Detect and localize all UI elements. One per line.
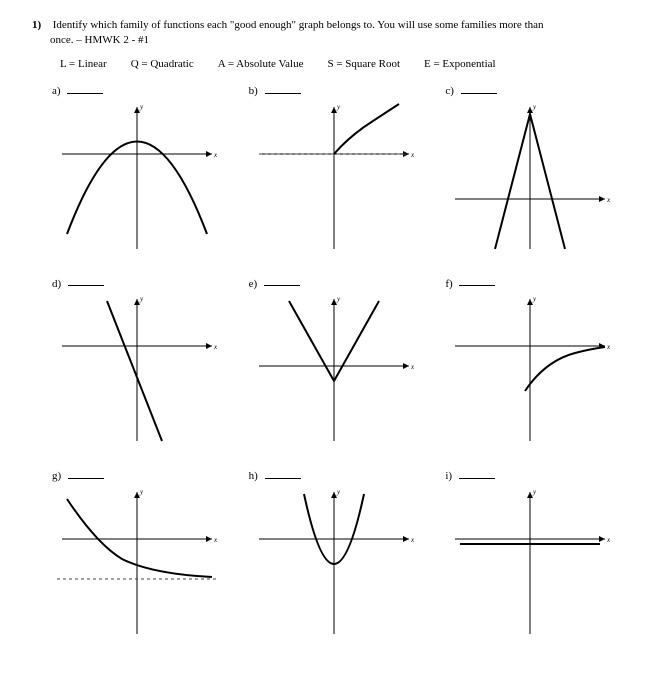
cell-h: h) x y xyxy=(249,469,436,644)
cell-i: i) x y xyxy=(445,469,632,644)
x-label: x xyxy=(606,536,611,544)
part-letter-b: b) xyxy=(249,85,258,97)
x-label: x xyxy=(410,151,415,159)
axes-a: x y xyxy=(62,103,218,249)
x-label: x xyxy=(213,151,218,159)
answer-blank-i[interactable] xyxy=(459,469,495,479)
part-letter-h: h) xyxy=(249,470,258,482)
plot-grid: a) x y b) x xyxy=(52,84,632,645)
legend-linear: L = Linear xyxy=(60,58,107,70)
y-label: y xyxy=(532,103,537,111)
y-label: y xyxy=(336,295,341,303)
part-letter-d: d) xyxy=(52,277,61,289)
part-label-e: e) xyxy=(249,277,436,290)
axes-d: x y xyxy=(62,295,218,441)
plot-e: x y xyxy=(249,291,419,451)
answer-blank-a[interactable] xyxy=(67,84,103,94)
y-label: y xyxy=(139,103,144,111)
answer-blank-f[interactable] xyxy=(459,277,495,287)
plot-i: x y xyxy=(445,484,615,644)
cell-e: e) x y xyxy=(249,277,436,452)
y-label: y xyxy=(532,295,537,303)
curve-f xyxy=(525,347,605,391)
cell-a: a) x y xyxy=(52,84,239,259)
plot-b: x y xyxy=(249,99,419,259)
plot-c: x y xyxy=(445,99,615,259)
answer-blank-d[interactable] xyxy=(68,277,104,287)
cell-c: c) x y xyxy=(445,84,632,259)
plot-h: x y xyxy=(249,484,419,644)
cell-d: d) x y xyxy=(52,277,239,452)
part-letter-a: a) xyxy=(52,85,61,97)
axes-f: x y xyxy=(455,295,611,441)
answer-blank-b[interactable] xyxy=(265,84,301,94)
cell-b: b) x y xyxy=(249,84,436,259)
y-label: y xyxy=(532,488,537,496)
x-label: x xyxy=(410,536,415,544)
plot-f: x y xyxy=(445,291,615,451)
part-letter-i: i) xyxy=(445,470,452,482)
cell-f: f) x y xyxy=(445,277,632,452)
answer-blank-c[interactable] xyxy=(461,84,497,94)
question-text-1: Identify which family of functions each … xyxy=(53,19,544,31)
axes-e: x y xyxy=(259,295,415,441)
x-label: x xyxy=(410,363,415,371)
question-number: 1) xyxy=(32,18,50,33)
x-label: x xyxy=(606,196,611,204)
legend-quadratic: Q = Quadratic xyxy=(131,58,194,70)
x-label: x xyxy=(606,343,611,351)
axes-i: x y xyxy=(455,488,611,634)
part-letter-c: c) xyxy=(445,85,454,97)
part-label-d: d) xyxy=(52,277,239,290)
axes-h: x y xyxy=(259,488,415,634)
answer-blank-h[interactable] xyxy=(265,469,301,479)
legend-exp: E = Exponential xyxy=(424,58,496,70)
part-label-c: c) xyxy=(445,84,632,97)
curve-d xyxy=(107,301,162,441)
part-letter-g: g) xyxy=(52,470,61,482)
y-label: y xyxy=(139,488,144,496)
part-letter-f: f) xyxy=(445,277,452,289)
part-label-f: f) xyxy=(445,277,632,290)
plot-g: x y xyxy=(52,484,222,644)
curve-b xyxy=(334,104,399,154)
question-header: 1) Identify which family of functions ea… xyxy=(32,18,632,48)
legend-absolute: A = Absolute Value xyxy=(218,58,304,70)
y-label: y xyxy=(336,103,341,111)
part-label-h: h) xyxy=(249,469,436,482)
plot-d: x y xyxy=(52,291,222,451)
part-label-i: i) xyxy=(445,469,632,482)
x-label: x xyxy=(213,536,218,544)
part-label-b: b) xyxy=(249,84,436,97)
part-letter-e: e) xyxy=(249,277,258,289)
question-text-2: once. – HMWK 2 - #1 xyxy=(50,33,149,48)
answer-blank-e[interactable] xyxy=(264,277,300,287)
plot-a: x y xyxy=(52,99,222,259)
axes-g: x y xyxy=(62,488,218,634)
curve-g xyxy=(67,499,212,577)
axes-b: x y xyxy=(259,103,415,249)
legend: L = Linear Q = Quadratic A = Absolute Va… xyxy=(60,58,632,70)
answer-blank-g[interactable] xyxy=(68,469,104,479)
legend-sqrt: S = Square Root xyxy=(327,58,400,70)
x-label: x xyxy=(213,343,218,351)
y-label: y xyxy=(336,488,341,496)
cell-g: g) x y xyxy=(52,469,239,644)
y-label: y xyxy=(139,295,144,303)
part-label-g: g) xyxy=(52,469,239,482)
part-label-a: a) xyxy=(52,84,239,97)
